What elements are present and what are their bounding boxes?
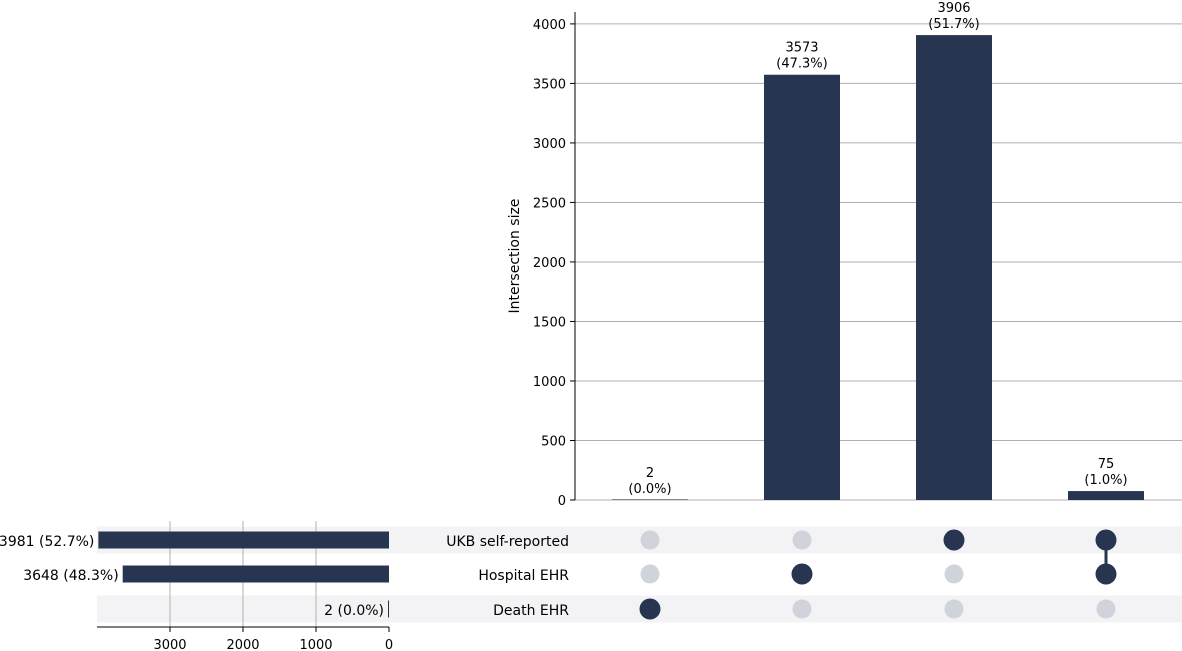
y-tick-label: 500 — [541, 434, 566, 449]
matrix-dot-inactive — [944, 599, 964, 619]
y-tick-label: 3000 — [533, 137, 566, 152]
set-size-label: 3648 (48.3%) — [23, 568, 118, 584]
intersection-count-label: 3573 — [785, 41, 818, 56]
matrix-dot-active — [1095, 529, 1117, 551]
intersection-count-label: 3906 — [937, 1, 970, 16]
intersection-matrix — [639, 529, 1117, 620]
matrix-dot-inactive — [944, 564, 964, 584]
set-label: Hospital EHR — [478, 568, 569, 584]
set-label: Death EHR — [493, 603, 569, 619]
set-size-bar — [122, 565, 390, 583]
intersection-bar — [1068, 491, 1144, 500]
intersection-bars — [612, 35, 1144, 501]
y-tick-label: 1500 — [533, 315, 566, 330]
set-size-label: 2 (0.0%) — [324, 603, 384, 619]
intersection-bar-labels: 2(0.0%) 3573(47.3%) 3906(51.7%) 75(1.0%) — [628, 1, 1127, 497]
matrix-dot-inactive — [792, 599, 812, 619]
matrix-dot-active — [639, 598, 661, 620]
intersection-bar — [764, 74, 840, 500]
intersection-count-label: 2 — [646, 466, 654, 481]
set-size-bar — [98, 531, 390, 549]
matrix-dot-inactive — [1096, 599, 1116, 619]
set-size-bar — [388, 600, 389, 618]
matrix-dot-inactive — [792, 530, 812, 550]
intersection-percent-label: (47.3%) — [776, 57, 827, 72]
matrix-dot-active — [1095, 563, 1117, 585]
set-size-tick-label: 0 — [385, 638, 393, 651]
matrix-dot-inactive — [640, 564, 660, 584]
set-labels: UKB self-reported Hospital EHR Death EHR — [446, 534, 569, 619]
set-size-label: 3981 (52.7%) — [0, 534, 94, 550]
matrix-dot-inactive — [640, 530, 660, 550]
set-size-tick-label: 2000 — [226, 638, 259, 651]
intersection-percent-label: (51.7%) — [928, 17, 979, 32]
matrix-dot-active — [943, 529, 965, 551]
y-axis-label: Intersection size — [507, 199, 523, 314]
intersection-percent-label: (0.0%) — [628, 482, 671, 497]
gridlines — [575, 23, 1182, 501]
set-size-bars: 3981 (52.7%) 3648 (48.3%) 2 (0.0%) — [0, 521, 390, 627]
matrix-dot-active — [791, 563, 813, 585]
y-tick-label: 2500 — [533, 196, 566, 211]
intersection-percent-label: (1.0%) — [1084, 473, 1127, 488]
y-tick-label: 1000 — [533, 375, 566, 390]
set-size-axis: 3000 2000 1000 0 — [97, 626, 393, 651]
y-tick-label: 0 — [558, 494, 566, 509]
intersection-count-label: 75 — [1098, 457, 1115, 472]
y-tick-label: 3500 — [533, 77, 566, 92]
set-label: UKB self-reported — [446, 534, 569, 550]
y-tick-label: 4000 — [533, 18, 566, 33]
intersection-bar — [916, 35, 992, 501]
intersection-bar — [612, 499, 688, 500]
set-size-tick-label: 1000 — [299, 638, 332, 651]
set-size-tick-label: 3000 — [153, 638, 186, 651]
y-axis: 0 500 1000 1500 2000 2500 3000 3500 4000 — [533, 12, 576, 509]
y-tick-label: 2000 — [533, 256, 566, 271]
